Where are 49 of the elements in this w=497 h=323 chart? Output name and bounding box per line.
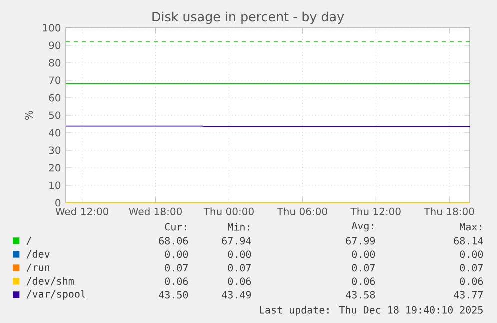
text: 0.07 bbox=[165, 264, 188, 272]
y-tick-label: 50 bbox=[49, 112, 61, 120]
text: 0.06 bbox=[165, 278, 188, 286]
y-tick-label: 80 bbox=[49, 59, 61, 67]
text: 0.07 bbox=[228, 264, 251, 272]
text: 67.99 bbox=[346, 237, 376, 245]
text: 0.00 bbox=[228, 250, 252, 258]
text: 0.06 bbox=[352, 278, 376, 286]
text: 67.94 bbox=[222, 237, 252, 245]
y-tick-label: 20 bbox=[49, 164, 61, 172]
x-tick-label: Wed 18:00 bbox=[129, 208, 182, 216]
text: 0.00 bbox=[352, 250, 376, 258]
text: 43.58 bbox=[346, 291, 376, 299]
text: Avg: bbox=[352, 222, 374, 232]
legend-label: /dev/shm bbox=[26, 277, 74, 286]
y-tick-label: 0 bbox=[56, 199, 61, 207]
x-tick-label: Thu 12:00 bbox=[350, 208, 401, 216]
text: 0.00 bbox=[460, 250, 484, 258]
legend-label: / bbox=[26, 236, 32, 246]
text: 0.06 bbox=[228, 278, 252, 286]
text: 68.06 bbox=[159, 237, 188, 245]
text: 43.49 bbox=[222, 291, 252, 299]
y-tick-label: 10 bbox=[50, 182, 61, 190]
legend-label: /var/spool bbox=[26, 290, 86, 300]
x-tick-label: Wed 12:00 bbox=[56, 208, 109, 216]
y-tick-label: 60 bbox=[49, 94, 61, 102]
y-tick-label: 70 bbox=[49, 76, 61, 84]
legend-label: /run bbox=[26, 264, 50, 272]
text: Max: bbox=[460, 223, 482, 231]
text: 0.07 bbox=[352, 264, 375, 272]
chart-title: Disk usage in percent - by day bbox=[152, 12, 344, 24]
x-tick-label: Thu 06:00 bbox=[277, 208, 328, 216]
x-tick-label: Thu 00:00 bbox=[204, 208, 254, 216]
y-tick-label: 90 bbox=[49, 42, 61, 50]
text: 0.00 bbox=[165, 250, 188, 258]
text: Min: bbox=[228, 223, 250, 231]
y-tick-label: 40 bbox=[49, 129, 61, 137]
text: 43.77 bbox=[454, 291, 483, 299]
text: 43.50 bbox=[159, 291, 188, 299]
text: Last update: Thu Dec 18 19:40:10 2025 bbox=[260, 306, 483, 316]
x-tick-label: Thu 18:00 bbox=[424, 208, 474, 216]
y-tick-label: 100 bbox=[43, 24, 61, 32]
text: 0.06 bbox=[460, 278, 484, 286]
legend-label: /dev bbox=[26, 250, 50, 259]
y-tick-label: 30 bbox=[49, 146, 61, 154]
text: 68.14 bbox=[454, 237, 484, 245]
text: 0.07 bbox=[460, 264, 483, 272]
y-axis-title: % bbox=[24, 111, 34, 120]
text: Cur: bbox=[165, 223, 186, 231]
